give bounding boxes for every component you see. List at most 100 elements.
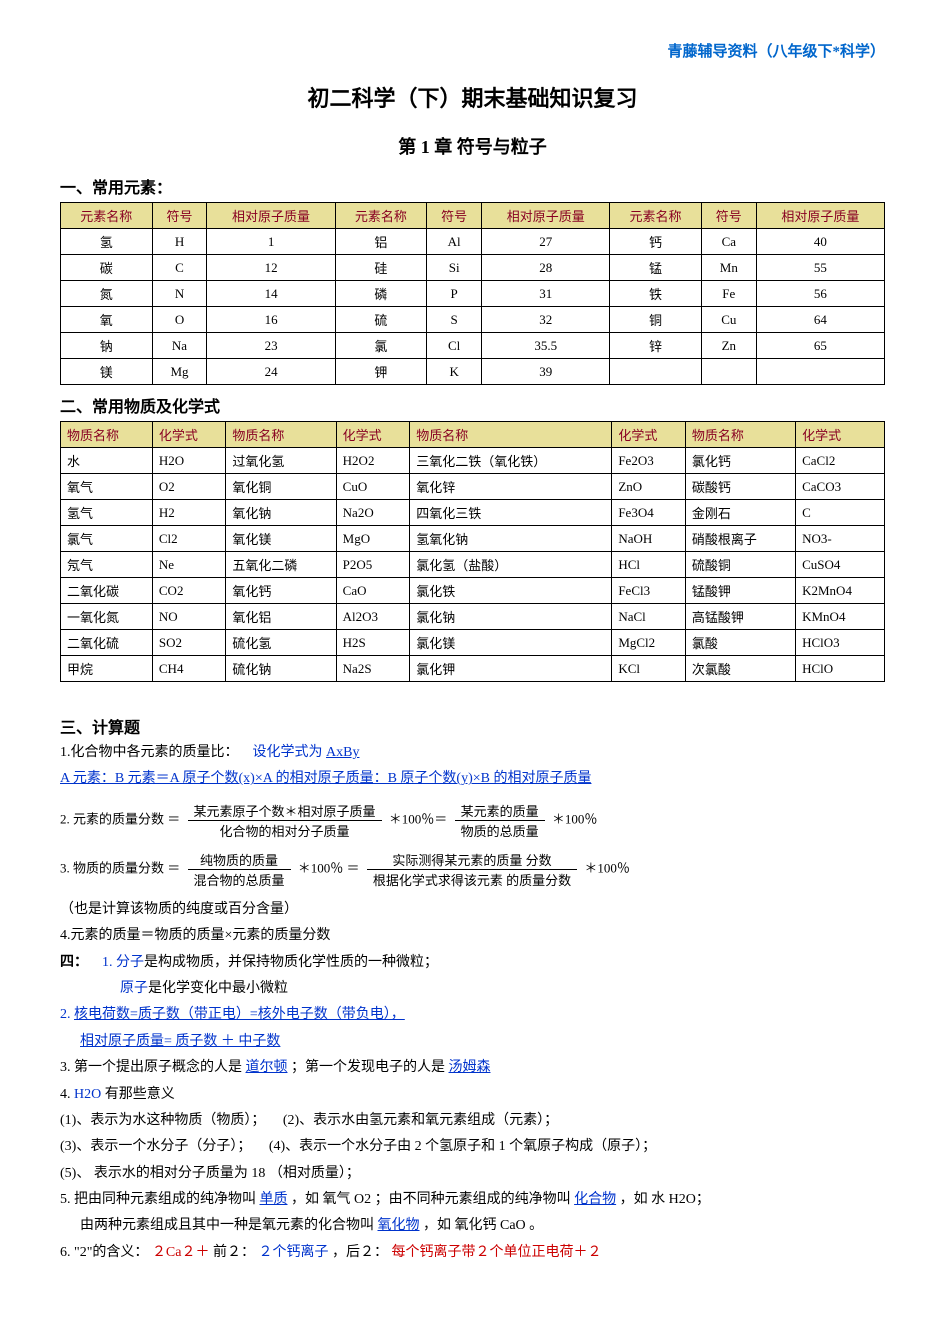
section3-title: 三、计算题 bbox=[60, 714, 885, 738]
table-row: 碳C12硅Si28锰Mn55 bbox=[61, 255, 885, 281]
cell: 氢气 bbox=[61, 500, 153, 526]
cell: 65 bbox=[756, 333, 884, 359]
col-header: 物质名称 bbox=[226, 422, 336, 448]
cell: 氧化钙 bbox=[226, 578, 336, 604]
cell: Mg bbox=[152, 359, 207, 385]
frac-num: 纯物质的质量 bbox=[188, 850, 291, 870]
cell: 64 bbox=[756, 307, 884, 333]
line: (1)、表示为水这种物质（物质）； (2)、表示水由氢元素和氧元素组成（元素）； bbox=[60, 1110, 885, 1132]
cell: NaOH bbox=[612, 526, 686, 552]
header-right: 青藤辅导资料（八年级下*科学） bbox=[60, 40, 885, 61]
cell: 铝 bbox=[335, 229, 427, 255]
cell: 钙 bbox=[610, 229, 702, 255]
table-row: 氮N14磷P31铁Fe56 bbox=[61, 281, 885, 307]
col-header: 相对原子质量 bbox=[207, 203, 335, 229]
frac-num: 某元素的质量 bbox=[455, 801, 545, 821]
line4: 4.元素的质量＝物质的质量×元素的质量分数 bbox=[60, 925, 885, 947]
txt: 原子 bbox=[120, 981, 148, 996]
cell: 氧化钠 bbox=[226, 500, 336, 526]
cell: 高锰酸钾 bbox=[685, 604, 795, 630]
cell: 二氧化硫 bbox=[61, 630, 153, 656]
txt: A 元素：B 元素＝A 原子个数(x)×A 的相对原子质量：B 原子个数(y)×… bbox=[60, 771, 591, 786]
cell: 氯化铁 bbox=[410, 578, 612, 604]
txt: ，如 氧气 O2 ；由不同种元素组成的纯净物叫 bbox=[291, 1192, 571, 1207]
cell: MgCl2 bbox=[612, 630, 686, 656]
cell: H2 bbox=[152, 500, 226, 526]
table-row: 水H2O过氧化氢H2O2三氧化二铁（氧化铁）Fe2O3氯化钙CaCl2 bbox=[61, 448, 885, 474]
cell bbox=[756, 359, 884, 385]
line: 相对原子质量= 质子数 ＋ 中子数 bbox=[60, 1031, 885, 1053]
calc-line1: 1.化合物中各元素的质量比： 设化学式为 AxBy bbox=[60, 742, 885, 764]
cell: 钠 bbox=[61, 333, 153, 359]
cell: P bbox=[427, 281, 482, 307]
txt: 5. 把由同种元素组成的纯净物叫 bbox=[60, 1192, 256, 1207]
note: （也是计算该物质的纯度或百分含量） bbox=[60, 899, 885, 921]
txt: 核电荷数=质子数（带正电）=核外电子数（带负电）， bbox=[74, 1007, 405, 1022]
table-row: 钠Na23氯Cl35.5锌Zn65 bbox=[61, 333, 885, 359]
cell: CuO bbox=[336, 474, 410, 500]
cell: 23 bbox=[207, 333, 335, 359]
cell: 氢氧化钠 bbox=[410, 526, 612, 552]
cell: H bbox=[152, 229, 207, 255]
cell: 氯 bbox=[335, 333, 427, 359]
cell: 1 bbox=[207, 229, 335, 255]
table-row: 氧气O2氧化铜CuO氧化锌ZnO碳酸钙CaCO3 bbox=[61, 474, 885, 500]
cell: 14 bbox=[207, 281, 335, 307]
cell: Al2O3 bbox=[336, 604, 410, 630]
txt: H2O bbox=[74, 1087, 101, 1102]
line: 3. 第一个提出原子概念的人是 道尔顿 ；第一个发现电子的人是 汤姆森 bbox=[60, 1057, 885, 1079]
frac-den: 根据化学式求得该元素 的质量分数 bbox=[367, 870, 577, 889]
cell: 次氯酸 bbox=[685, 656, 795, 682]
txt: ，如 氧化钙 CaO 。 bbox=[423, 1218, 543, 1233]
cell: 氢 bbox=[61, 229, 153, 255]
cell bbox=[610, 359, 702, 385]
cell: Cl2 bbox=[152, 526, 226, 552]
cell: 硅 bbox=[335, 255, 427, 281]
cell: Na2O bbox=[336, 500, 410, 526]
txt: 每个钙离子带２个单位正电荷＋２ bbox=[392, 1245, 602, 1260]
txt: ２个钙离子 bbox=[259, 1245, 329, 1260]
cell: 铁 bbox=[610, 281, 702, 307]
cell: 水 bbox=[61, 448, 153, 474]
cell: P2O5 bbox=[336, 552, 410, 578]
cell: 氧化镁 bbox=[226, 526, 336, 552]
txt: ２Ca２＋ bbox=[152, 1245, 210, 1260]
cell: 24 bbox=[207, 359, 335, 385]
frac-den: 化合物的相对分子质量 bbox=[188, 821, 382, 840]
txt: 1.化合物中各元素的质量比： bbox=[60, 745, 239, 760]
cell: ZnO bbox=[612, 474, 686, 500]
cell: 氯化钾 bbox=[410, 656, 612, 682]
cell: Mn bbox=[701, 255, 756, 281]
cell: 钾 bbox=[335, 359, 427, 385]
cell: 四氧化三铁 bbox=[410, 500, 612, 526]
frac-num: 某元素原子个数＊相对原子质量 bbox=[188, 801, 382, 821]
cell: O bbox=[152, 307, 207, 333]
section4: 四： 1. 分子是构成物质，并保持物质化学性质的一种微粒； bbox=[60, 952, 885, 974]
cell: 锰 bbox=[610, 255, 702, 281]
txt: (1)、表示为水这种物质（物质）； bbox=[60, 1113, 265, 1128]
cell: Fe2O3 bbox=[612, 448, 686, 474]
txt: 单质 bbox=[260, 1192, 288, 1207]
frac-den: 混合物的总质量 bbox=[188, 870, 291, 889]
cell: 硫化钠 bbox=[226, 656, 336, 682]
txt: 氧化物 bbox=[378, 1218, 420, 1233]
cell: 27 bbox=[482, 229, 610, 255]
cell: C bbox=[152, 255, 207, 281]
cell: CaCO3 bbox=[796, 474, 885, 500]
cell: 氯化钙 bbox=[685, 448, 795, 474]
table-row: 氯气Cl2氧化镁MgO氢氧化钠NaOH硝酸根离子NO3- bbox=[61, 526, 885, 552]
cell: CH4 bbox=[152, 656, 226, 682]
formula-2: 2. 元素的质量分数 ＝ 某元素原子个数＊相对原子质量化合物的相对分子质量 ＊1… bbox=[60, 801, 885, 840]
txt: (2)、表示水由氢元素和氧元素组成（元素）； bbox=[283, 1113, 558, 1128]
col-header: 符号 bbox=[701, 203, 756, 229]
line: (5)、 表示水的相对分子质量为 18 （相对质量）； bbox=[60, 1163, 885, 1185]
frac-num: 实际测得某元素的质量 分数 bbox=[367, 850, 577, 870]
num: 2. bbox=[60, 811, 70, 826]
cell: 碳酸钙 bbox=[685, 474, 795, 500]
cell: N bbox=[152, 281, 207, 307]
cell: CaO bbox=[336, 578, 410, 604]
label: 物质的质量分数 bbox=[73, 860, 164, 875]
col-header: 化学式 bbox=[152, 422, 226, 448]
cell: SO2 bbox=[152, 630, 226, 656]
cell: 硝酸根离子 bbox=[685, 526, 795, 552]
